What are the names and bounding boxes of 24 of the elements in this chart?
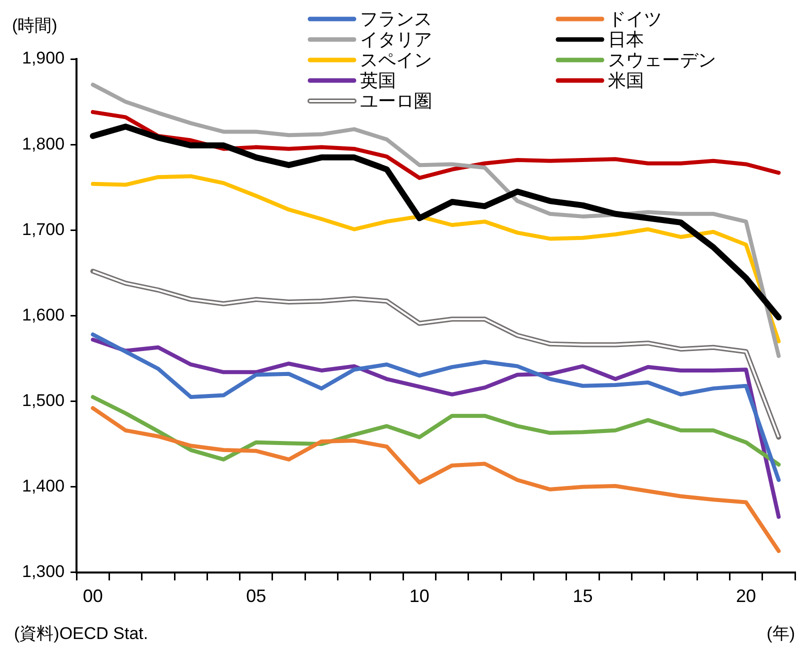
- y-tick-label: 1,900: [22, 48, 65, 68]
- x-tick-label: 10: [409, 586, 430, 606]
- x-tick-label: 00: [82, 586, 103, 606]
- legend-label: スウェーデン: [608, 50, 716, 70]
- legend-label: 米国: [608, 70, 644, 90]
- legend-label: 英国: [360, 70, 396, 90]
- y-tick-label: 1,500: [22, 390, 65, 410]
- legend-label: 日本: [608, 29, 644, 50]
- legend-label: ドイツ: [608, 8, 662, 29]
- y-tick-label: 1,800: [22, 134, 65, 154]
- y-tick-label: 1,400: [22, 476, 65, 496]
- legend-label: フランス: [360, 8, 432, 29]
- y-tick-label: 1,700: [22, 220, 65, 239]
- text: (資料)OECD Stat.: [14, 623, 148, 645]
- legend-label: ユーロ圏: [360, 90, 432, 111]
- legend-label: イタリア: [360, 29, 432, 50]
- x-axis-title: (年): [766, 623, 795, 645]
- x-tick-label: 15: [572, 586, 593, 606]
- x-tick-label: 05: [246, 586, 266, 606]
- y-tick-label: 1,300: [22, 562, 65, 582]
- legend-label: スペイン: [360, 50, 432, 70]
- y-axis-title: (時間): [12, 15, 58, 37]
- y-tick-label: 1,600: [22, 305, 65, 324]
- x-tick-label: 20: [736, 586, 756, 606]
